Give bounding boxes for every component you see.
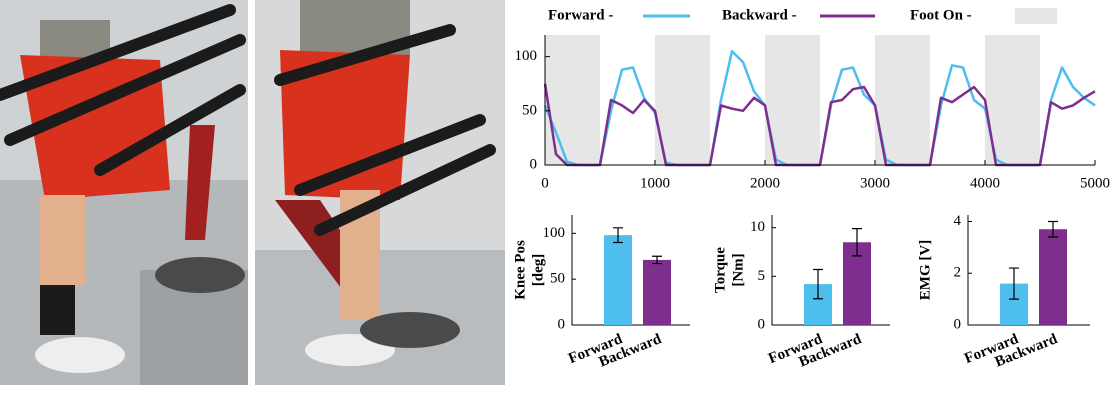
bar — [1039, 229, 1067, 325]
error-bar — [852, 228, 862, 257]
foot-on-region — [655, 35, 710, 165]
foot-on-region — [985, 35, 1040, 165]
y-tick-label: 10 — [750, 219, 765, 235]
x-tick-label: 1000 — [640, 175, 670, 191]
legend-swatch — [1015, 8, 1057, 24]
y-axis-label: Torque — [712, 247, 728, 293]
x-tick-label: 2000 — [750, 175, 780, 191]
bar — [643, 259, 671, 325]
legend-label: Backward - — [722, 7, 797, 23]
y-tick-label: 50 — [522, 102, 537, 118]
error-bar — [813, 268, 823, 300]
x-tick-label: 5000 — [1080, 175, 1110, 191]
y-tick-label: 50 — [550, 271, 565, 287]
y-axis-label: [deg] — [530, 254, 546, 287]
error-bar — [1048, 220, 1058, 238]
y-tick-label: 0 — [558, 316, 566, 332]
error-bar — [613, 227, 623, 244]
y-tick-label: 2 — [954, 265, 962, 281]
legend-label: Forward - — [548, 7, 613, 23]
y-axis-label: EMG [V] — [917, 240, 933, 300]
y-axis-label: [Nm] — [730, 253, 746, 286]
x-tick-label: 0 — [541, 175, 549, 191]
x-tick-label: 3000 — [860, 175, 890, 191]
y-tick-label: 100 — [515, 48, 538, 64]
y-tick-label: 4 — [954, 213, 962, 229]
legend-label: Foot On - — [910, 7, 972, 23]
foot-on-region — [545, 35, 600, 165]
y-tick-label: 0 — [954, 316, 962, 332]
y-tick-label: 5 — [758, 268, 766, 284]
y-axis-label: Knee Pos — [512, 240, 528, 300]
error-bar — [652, 255, 662, 265]
foot-on-region — [765, 35, 820, 165]
y-tick-label: 0 — [758, 316, 766, 332]
error-bar — [1009, 267, 1019, 300]
y-tick-label: 0 — [530, 156, 538, 172]
axis — [967, 215, 1090, 326]
x-tick-label: 4000 — [970, 175, 1000, 191]
foot-on-region — [875, 35, 930, 165]
photo-right — [255, 0, 505, 385]
photo-left — [0, 0, 248, 385]
bar — [604, 235, 632, 325]
y-tick-label: 100 — [543, 225, 566, 241]
